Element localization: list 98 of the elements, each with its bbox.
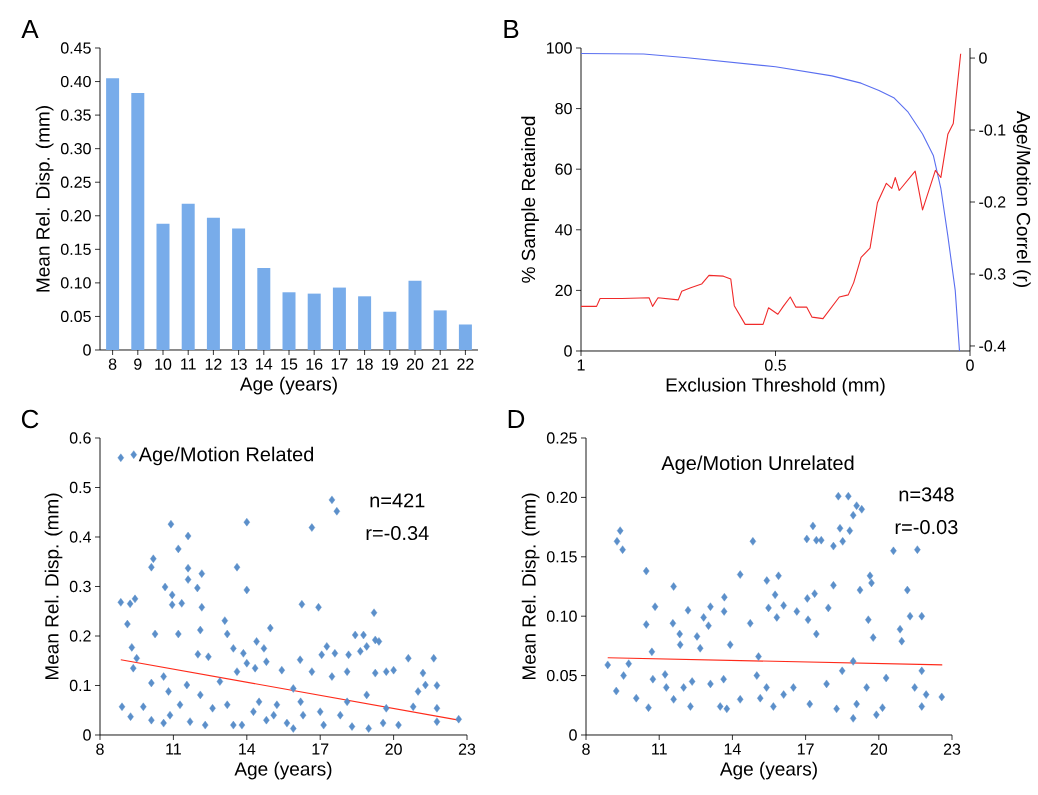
chart-title: B	[504, 20, 519, 38]
x-tick-label: 9	[134, 358, 142, 370]
annotation: r=-0.34	[366, 525, 429, 541]
y-tick-label: 0.10	[60, 277, 91, 289]
legend-label: Age/Motion Related	[138, 446, 314, 466]
bar	[433, 310, 447, 350]
y-tick-label: 0.4	[69, 531, 91, 543]
y-axis-title: % Sample Retained	[521, 116, 539, 283]
bar	[181, 203, 195, 350]
y-tick-label: 0.40	[60, 75, 91, 88]
y-tick-label: 60	[555, 163, 572, 175]
bar	[257, 268, 271, 350]
x-tick-label: 13	[230, 358, 247, 370]
y-axis-title: Mean Rel. Disp. (mm)	[44, 493, 63, 680]
x-tick-label: 17	[312, 743, 329, 755]
x-tick-label: 14	[239, 743, 256, 755]
y-tick-label: 0	[83, 344, 91, 356]
y2-tick-label: -0.1	[979, 124, 1006, 136]
x-tick-label: 1	[577, 359, 585, 371]
bar	[383, 311, 397, 350]
bar	[307, 293, 321, 350]
x-tick-label: 14	[256, 358, 273, 370]
y-tick-label: 0.35	[60, 109, 91, 121]
y-tick-label: 0	[83, 729, 91, 741]
y-axis-title: Mean Rel. Disp. (mm)	[35, 106, 54, 292]
x-tick-label: 18	[356, 358, 373, 370]
y2-tick-label: -0.3	[979, 268, 1006, 280]
x-tick-label: 12	[205, 358, 222, 370]
bar	[106, 78, 120, 350]
y-tick-label: 0.15	[60, 243, 91, 255]
bar	[206, 217, 220, 350]
x-tick-label: 20	[870, 743, 888, 755]
x-tick-label: 0	[966, 359, 974, 371]
y-tick-label: 0.45	[60, 42, 91, 54]
y2-tick-label: 0	[979, 52, 987, 64]
annotation: n=348	[899, 487, 954, 502]
x-tick-label: 8	[96, 743, 104, 755]
chart-title: C	[21, 409, 39, 429]
x-tick-label: 8	[108, 358, 117, 370]
bar	[458, 324, 472, 350]
y-tick-label: 0	[569, 729, 577, 741]
x-tick-label: 17	[331, 358, 348, 370]
y-tick-label: 0.30	[60, 143, 91, 155]
x-axis-title: Age (years)	[719, 761, 817, 780]
x-tick-label: 19	[382, 358, 398, 370]
y2-axis-title: Age/Motion Correl (r)	[1012, 110, 1031, 287]
x-tick-label: 17	[797, 743, 814, 755]
y-tick-label: 0.10	[546, 610, 577, 622]
x-tick-label: 15	[281, 358, 298, 370]
x-tick-label: 11	[166, 743, 181, 755]
x-tick-label: 0.5	[765, 359, 786, 371]
y2-tick-label: -0.2	[979, 196, 1006, 208]
bar	[232, 228, 246, 350]
x-tick-label: 11	[652, 743, 667, 755]
y-tick-label: 0.20	[60, 210, 91, 222]
y-tick-label: 80	[555, 102, 572, 115]
x-tick-label: 23	[458, 743, 476, 755]
y-tick-label: 0.2	[69, 630, 91, 642]
x-tick-label: 16	[306, 358, 323, 370]
x-tick-label: 11	[181, 358, 196, 370]
y-tick-label: 0.5	[69, 481, 91, 494]
bar	[156, 223, 170, 350]
chart-title: D	[508, 410, 525, 428]
x-tick-label: 20	[406, 358, 424, 370]
x-tick-label: 21	[432, 358, 449, 370]
y-tick-label: 0.05	[60, 310, 91, 323]
bar	[358, 296, 372, 350]
x-axis-title: Age (years)	[234, 761, 332, 780]
text: Age/Motion Unrelated	[661, 455, 854, 475]
x-tick-label: 23	[943, 743, 961, 755]
bar	[131, 92, 145, 350]
x-axis-title: Age (years)	[239, 376, 337, 395]
y-tick-label: 20	[555, 284, 572, 297]
annotation: n=421	[370, 493, 425, 508]
y-tick-label: 0.3	[69, 580, 91, 593]
y-tick-label: 0	[564, 345, 572, 357]
x-tick-label: 14	[724, 743, 741, 755]
x-tick-label: 10	[155, 358, 172, 370]
y-axis-title: Mean Rel. Disp. (mm)	[521, 493, 540, 680]
x-tick-label: 8	[582, 743, 590, 755]
bar	[408, 280, 422, 350]
chart-title: A	[21, 20, 39, 38]
y-tick-label: 0.25	[546, 432, 577, 444]
y-tick-label: 0.15	[546, 551, 577, 563]
x-tick-label: 22	[457, 358, 474, 370]
y-tick-label: 0.1	[69, 679, 91, 692]
y-tick-label: 100	[547, 42, 572, 54]
bar	[332, 287, 346, 350]
x-axis-title: Exclusion Threshold (mm)	[666, 377, 885, 396]
annotation: r=-0.03	[895, 520, 958, 535]
y-tick-label: 0.20	[546, 491, 577, 504]
y-tick-label: 0.6	[69, 432, 91, 444]
y2-tick-label: -0.4	[979, 340, 1006, 352]
x-tick-label: 20	[385, 743, 402, 755]
y-tick-label: 40	[555, 224, 572, 236]
y-tick-label: 0.05	[546, 669, 577, 682]
y-tick-label: 0.25	[60, 176, 91, 188]
bar	[282, 292, 296, 350]
